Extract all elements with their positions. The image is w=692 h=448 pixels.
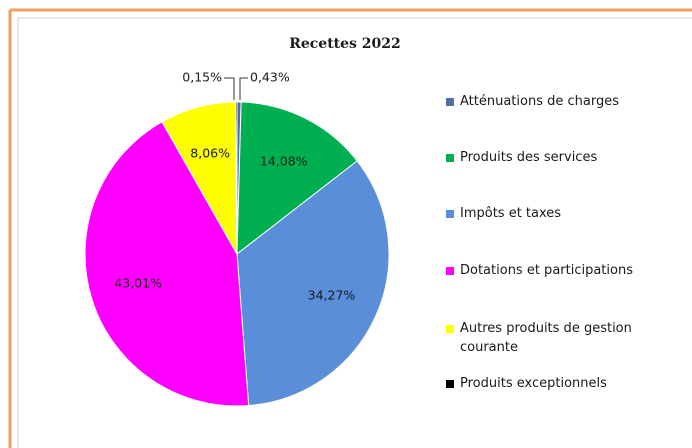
leader-line — [224, 77, 235, 100]
data-label: 43,01% — [114, 276, 162, 291]
legend-label: Dotations et participations — [460, 263, 633, 278]
legend-swatch — [446, 380, 454, 388]
pie-slice — [236, 160, 390, 407]
legend-label: Atténuations de charges — [460, 94, 619, 109]
legend-swatch — [446, 267, 454, 275]
data-label: 14,08% — [260, 153, 308, 168]
legend-swatch — [446, 154, 454, 162]
legend-item: Atténuations de charges — [446, 92, 676, 111]
leader-line — [239, 77, 248, 100]
legend-label: Autres produits de gestion courante — [460, 321, 632, 355]
legend-item: Impôts et taxes — [446, 204, 676, 223]
legend-label: Impôts et taxes — [460, 206, 562, 221]
pie-slice — [84, 121, 250, 407]
legend-label: Produits exceptionnels — [460, 376, 607, 391]
data-label: 8,06% — [190, 146, 230, 161]
chart-title: Recettes 2022 — [289, 36, 401, 52]
pie-slice — [235, 101, 238, 255]
legend-swatch — [446, 325, 454, 333]
data-label: 34,27% — [308, 287, 356, 302]
legend-item: Dotations et participations — [446, 261, 676, 280]
legend-label: Produits des services — [460, 150, 598, 165]
legend-item: Autres produits de gestion courante — [446, 319, 676, 357]
data-label: 0,15% — [182, 70, 222, 85]
legend-item: Produits des services — [446, 148, 676, 167]
legend-swatch — [446, 98, 454, 106]
legend-item: Produits exceptionnels — [446, 374, 676, 393]
legend-swatch — [446, 210, 454, 218]
pie-slice — [236, 101, 358, 256]
data-label: 0,43% — [250, 70, 290, 85]
